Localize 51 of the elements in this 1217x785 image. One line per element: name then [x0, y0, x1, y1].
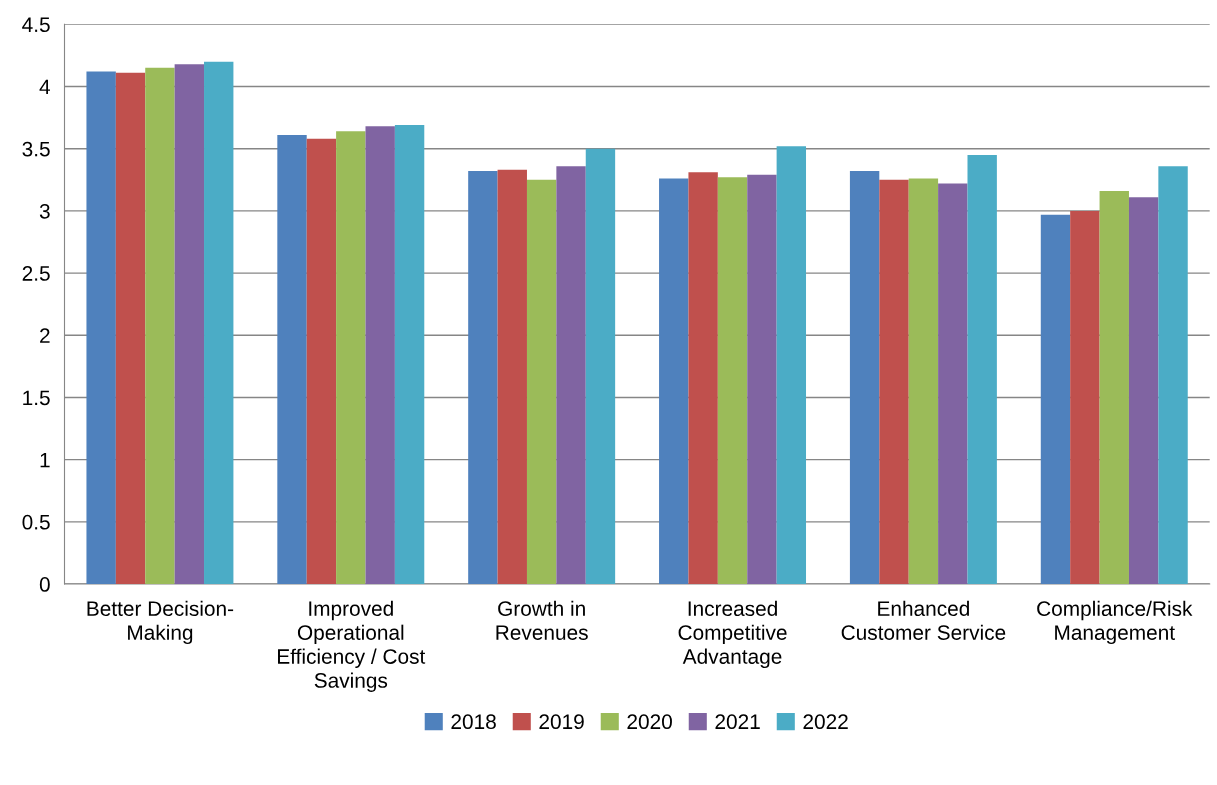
bar	[1040, 214, 1071, 585]
y-tick-label: 3	[39, 203, 50, 219]
y-tick-label: 3.5	[22, 141, 50, 157]
bar	[849, 171, 880, 585]
legend-label: 2018	[451, 714, 496, 730]
legend-label: 2021	[715, 714, 760, 730]
y-tick-label: 4.5	[22, 17, 50, 33]
y-tick-label: 0	[39, 577, 50, 592]
bar	[526, 179, 557, 585]
bar	[394, 125, 425, 585]
legend-label: 2019	[539, 714, 584, 730]
x-tick-label: Growth in Revenues	[496, 600, 588, 640]
bar	[145, 67, 175, 585]
bar	[1070, 210, 1100, 585]
y-tick-label: 0.5	[22, 514, 50, 530]
legend-label: 2020	[627, 714, 672, 730]
bar	[468, 171, 498, 585]
bar	[717, 177, 748, 585]
bar	[879, 179, 909, 585]
x-tick-label: Increased Competitive Advantage	[678, 600, 787, 669]
bar	[556, 166, 586, 585]
bar	[277, 135, 307, 585]
bar	[306, 138, 337, 585]
x-tick-label: Compliance/Risk Management	[1037, 600, 1193, 645]
bar	[86, 71, 116, 585]
y-tick-label: 2.5	[22, 266, 50, 281]
bar	[938, 183, 968, 585]
bar	[1099, 191, 1129, 585]
legend-label: 2022	[803, 714, 848, 730]
bar	[497, 169, 527, 585]
bar	[776, 146, 807, 585]
bar	[659, 178, 689, 585]
bar	[204, 61, 234, 585]
bar	[115, 72, 146, 585]
bar	[336, 131, 366, 585]
bar	[688, 172, 718, 585]
x-tick-label: Better Decision- Making	[87, 600, 234, 645]
bar	[747, 174, 777, 585]
x-tick-label: Improved Operational Efficiency / Cost Savings	[278, 600, 426, 692]
bar	[174, 64, 205, 585]
bar	[585, 148, 616, 585]
bar	[908, 178, 939, 585]
bar	[1128, 197, 1159, 585]
bar	[967, 154, 997, 585]
y-tick-label: 1.5	[23, 390, 50, 406]
bar	[1158, 166, 1188, 585]
bar	[365, 126, 395, 585]
y-tick-label: 4	[39, 79, 50, 95]
y-tick-label: 2	[40, 328, 50, 343]
x-tick-label: Enhanced Customer Service	[841, 600, 1006, 640]
y-tick-label: 1	[40, 452, 50, 468]
